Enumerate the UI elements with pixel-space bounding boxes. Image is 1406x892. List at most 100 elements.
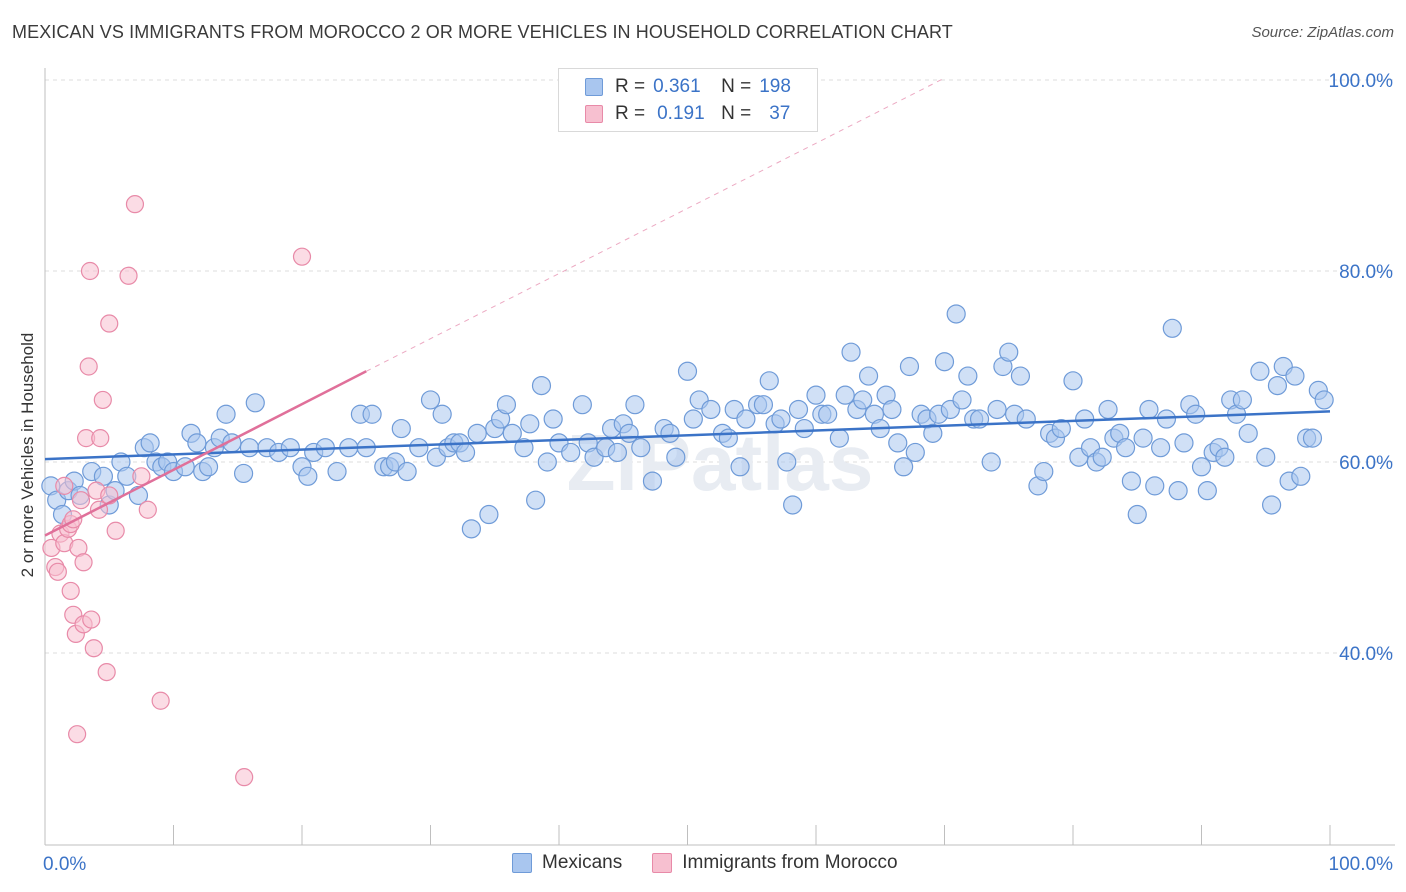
morocco-point bbox=[292, 247, 312, 266]
source-label: Source: ZipAtlas.com bbox=[1251, 24, 1394, 41]
mexicans-point bbox=[1016, 409, 1036, 429]
morocco-point bbox=[125, 195, 145, 214]
mexicans-point bbox=[1186, 404, 1206, 424]
mexicans-points bbox=[41, 304, 1334, 539]
mexicans-point bbox=[362, 404, 382, 424]
mexicans-point bbox=[1151, 438, 1171, 458]
mexicans-trend-line bbox=[44, 410, 1331, 461]
mexicans-point bbox=[479, 504, 499, 525]
legend-r-label: R = bbox=[615, 103, 646, 124]
mexicans-point bbox=[1139, 399, 1159, 420]
morocco-point bbox=[151, 691, 170, 710]
mexicans-point bbox=[981, 452, 1001, 472]
mexicans-point bbox=[1127, 504, 1147, 525]
mexicans-point bbox=[777, 452, 797, 472]
mexicans-point bbox=[537, 452, 557, 472]
mexicans-point bbox=[298, 466, 318, 486]
series-label-mexicans: Mexicans bbox=[542, 852, 623, 873]
morocco-point bbox=[84, 639, 103, 658]
mexicans-point bbox=[894, 457, 914, 477]
mexicans-point bbox=[753, 395, 774, 415]
mexicans-point bbox=[496, 395, 517, 415]
mexicans-point bbox=[1115, 438, 1136, 458]
mexicans-point bbox=[327, 461, 347, 482]
legend-n-label: N = bbox=[721, 103, 752, 124]
mexicans-point bbox=[1267, 376, 1288, 396]
mexicans-point bbox=[923, 423, 943, 443]
mexicans-point bbox=[1285, 366, 1305, 386]
mexicans-point bbox=[1051, 418, 1071, 439]
mexicans-point bbox=[520, 414, 540, 434]
morocco-point bbox=[79, 357, 98, 376]
mexicans-point bbox=[946, 304, 966, 324]
mexicans-point bbox=[759, 371, 779, 391]
mexicans-point bbox=[829, 428, 849, 448]
mexicans-point bbox=[1261, 495, 1282, 515]
mexicans-point bbox=[1302, 428, 1323, 448]
mexicans-point bbox=[526, 490, 546, 510]
mexicans-point bbox=[730, 457, 750, 477]
mexicans-point bbox=[788, 399, 809, 420]
mexicans-point bbox=[233, 463, 254, 484]
mexicans-point bbox=[736, 409, 756, 429]
mexicans-point bbox=[1010, 366, 1031, 386]
trend-lines bbox=[44, 77, 1331, 537]
legend-r-label: R = bbox=[615, 76, 646, 97]
y-axis-label: 2 or more Vehicles in Household bbox=[18, 333, 37, 578]
axes bbox=[44, 68, 1395, 846]
mexicans-point bbox=[783, 495, 803, 515]
series-label-morocco: Immigrants from Morocco bbox=[682, 852, 898, 873]
mexicans-point bbox=[1232, 390, 1252, 410]
mexicans-point bbox=[1238, 423, 1258, 443]
morocco-point bbox=[55, 476, 74, 495]
y-tick-label: 60.0% bbox=[1339, 453, 1393, 474]
mexicans-point bbox=[841, 342, 861, 362]
mexicans-point bbox=[1291, 466, 1311, 486]
mexicans-point bbox=[806, 385, 826, 405]
morocco-point bbox=[119, 266, 138, 285]
mexicans-point bbox=[642, 471, 663, 491]
mexicans-point bbox=[1092, 447, 1112, 467]
morocco-point bbox=[138, 500, 157, 519]
mexicans-point bbox=[818, 404, 838, 424]
mexicans-point bbox=[1314, 390, 1334, 410]
mexicans-point bbox=[619, 423, 639, 443]
y-tick-label: 40.0% bbox=[1339, 644, 1393, 665]
mexicans-point bbox=[531, 376, 552, 396]
legend-n-label: N = bbox=[721, 76, 752, 97]
y-tick-label: 100.0% bbox=[1329, 71, 1394, 92]
morocco-point bbox=[97, 662, 116, 682]
mexicans-point bbox=[1215, 447, 1235, 467]
mexicans-point bbox=[1121, 471, 1142, 491]
mexicans-point bbox=[543, 409, 563, 429]
legend-r-value-mexicans: 0.361 bbox=[653, 76, 701, 97]
morocco-point bbox=[106, 521, 125, 540]
mexicans-point bbox=[391, 418, 411, 439]
mexicans-point bbox=[1256, 447, 1276, 467]
mexicans-point bbox=[245, 393, 265, 413]
mexicans-point bbox=[461, 519, 481, 539]
mexicans-point bbox=[1063, 371, 1083, 391]
morocco-point bbox=[61, 581, 80, 601]
mexicans-point bbox=[467, 423, 487, 443]
series-swatch-morocco bbox=[652, 853, 673, 873]
gridlines bbox=[45, 79, 1395, 654]
mexicans-point bbox=[1098, 399, 1118, 420]
correlation-legend: R = 0.361 N = 198 R = 0.191 N = 37 bbox=[558, 68, 818, 132]
mexicans-point bbox=[1197, 481, 1217, 501]
legend-swatch-mexicans bbox=[585, 78, 603, 96]
mexicans-point bbox=[502, 423, 522, 443]
mexicans-point bbox=[666, 447, 686, 467]
mexicans-point bbox=[858, 366, 879, 386]
morocco-point bbox=[80, 261, 100, 281]
series-swatch-mexicans bbox=[512, 853, 532, 873]
mexicans-point bbox=[905, 442, 925, 463]
mexicans-point bbox=[625, 395, 645, 415]
mexicans-point bbox=[952, 390, 972, 410]
morocco-point bbox=[68, 725, 87, 744]
mexicans-point bbox=[660, 423, 680, 443]
morocco-point bbox=[235, 768, 254, 787]
mexicans-point bbox=[1191, 457, 1212, 477]
legend-row-mexicans: R = 0.361 N = 198 bbox=[585, 75, 791, 99]
